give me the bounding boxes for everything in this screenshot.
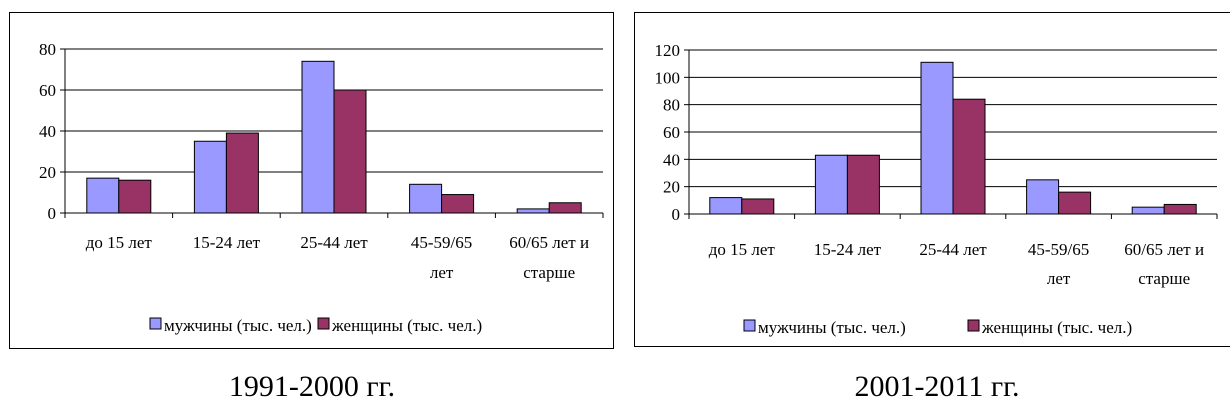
bar-female [1058,191,1092,215]
bar-female [118,179,152,214]
x-category-label: старше [1138,269,1190,288]
y-tick-label: 100 [655,68,681,87]
x-category-label: лет [430,263,454,282]
y-tick-label: 20 [39,163,56,182]
y-tick-label: 40 [39,122,56,141]
bar-male [86,177,120,214]
bar-male [814,154,848,215]
y-tick-label: 60 [663,123,680,142]
legend-swatch-male [149,317,162,330]
x-category-label: 15-24 лет [814,240,882,259]
x-category-label: до 15 лет [709,240,776,259]
y-tick-label: 80 [663,96,680,115]
bar-male [409,183,443,214]
x-category-label: 60/65 лет и [1124,240,1204,259]
bar-female [741,198,775,215]
bar-chart-1991-2000: 0 20 40 60 80 до 15 лет 15-24 лет 25-44 лет 45-5… [39,40,604,335]
bar-male [1131,206,1165,215]
y-tick-label: 40 [663,150,680,169]
x-category-label: 45-59/65 [1028,240,1089,259]
y-tick-label: 120 [655,41,681,60]
y-tick-label: 20 [663,178,680,197]
legend-swatch-female [967,319,980,332]
bar-female [441,194,475,214]
period-caption-2001-2011: 2001-2011 гг. [854,370,1020,403]
chart-panel-2001-2011: 0 20 40 60 80 100 120 до 15 лет 15-24 лет 25-44 л… [634,12,1230,347]
bar-female [548,202,582,214]
bar-male [516,208,550,214]
y-tick-label: 0 [48,204,57,223]
x-category-label: 45-59/65 [411,233,472,252]
x-category-label: 25-44 лет [919,240,987,259]
x-category-label: 25-44 лет [300,233,368,252]
y-tick-label: 80 [39,40,56,59]
bar-male [1026,179,1060,215]
bar-female [846,154,880,215]
legend-label-female: женщины (тыс. чел.) [981,318,1132,337]
period-caption-1991-2000: 1991-2000 гг. [228,370,396,403]
legend-label-female: женщины (тыс. чел.) [331,316,482,335]
bar-female [952,98,986,215]
y-tick-label: 0 [672,205,681,224]
legend-swatch-male [743,319,756,332]
bar-chart-2001-2011: 0 20 40 60 80 100 120 до 15 лет 15-24 лет 25-44 л… [655,41,1218,337]
bar-female [333,89,367,214]
legend-label-male: мужчины (тыс. чел.) [164,316,312,335]
legend-swatch-female [317,317,330,330]
x-category-label: 15-24 лет [193,233,261,252]
bar-male [709,197,743,215]
x-category-label: старше [523,263,575,282]
bar-male [193,140,227,214]
bar-female [225,132,259,214]
x-category-label: лет [1047,269,1071,288]
bar-male [920,61,954,215]
legend-label-male: мужчины (тыс. чел.) [758,318,906,337]
bar-male [301,60,335,214]
chart-panel-1991-2000: 0 20 40 60 80 до 15 лет 15-24 лет 25-44 лет 45-5… [9,12,614,349]
x-category-label: 60/65 лет и [509,233,589,252]
bar-female [1163,203,1197,215]
x-category-label: до 15 лет [86,233,153,252]
y-tick-label: 60 [39,81,56,100]
